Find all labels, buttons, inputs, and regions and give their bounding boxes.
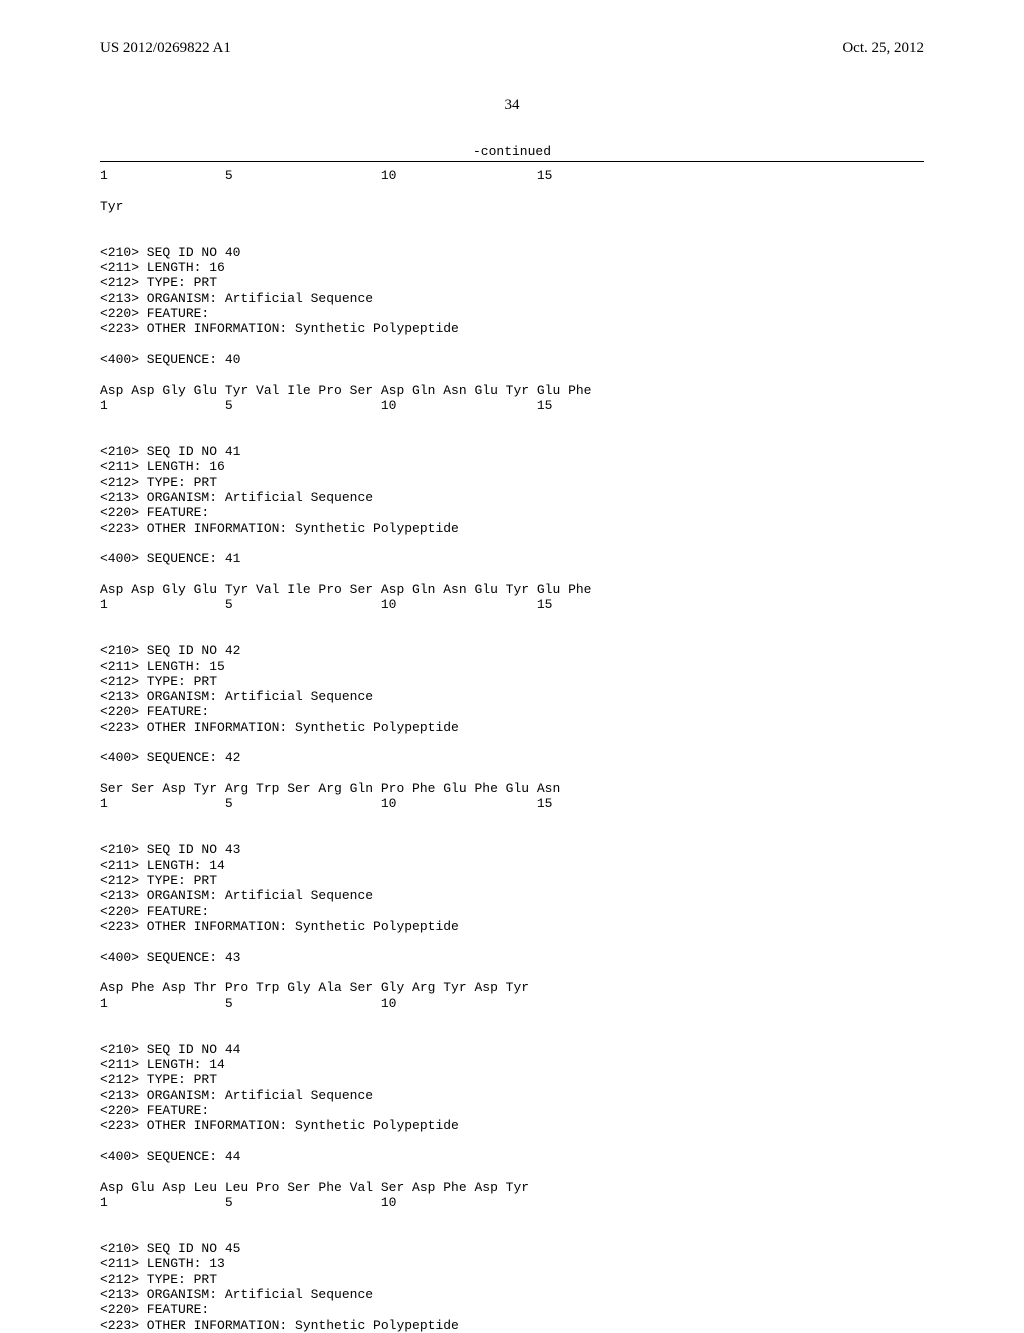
- sequence-listing: 1 5 10 15 Tyr <210> SEQ ID NO 40 <211> L…: [100, 168, 924, 1333]
- publication-number: US 2012/0269822 A1: [100, 40, 231, 57]
- rule-top: [100, 161, 924, 162]
- page-number: 34: [100, 97, 924, 114]
- continued-label: -continued: [100, 144, 924, 159]
- page-header: US 2012/0269822 A1 Oct. 25, 2012: [100, 40, 924, 57]
- patent-page: US 2012/0269822 A1 Oct. 25, 2012 34 -con…: [0, 0, 1024, 1320]
- publication-date: Oct. 25, 2012: [842, 40, 924, 57]
